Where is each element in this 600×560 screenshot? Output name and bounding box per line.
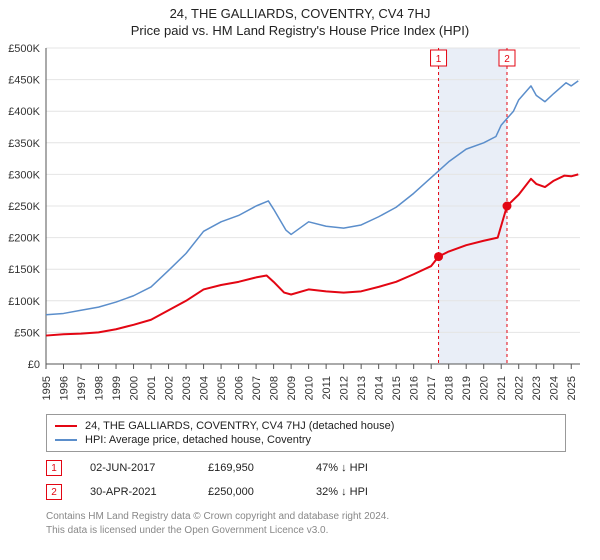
legend: 24, THE GALLIARDS, COVENTRY, CV4 7HJ (de… [46, 414, 566, 452]
sale-marker: 2 [46, 484, 62, 500]
x-tick-label: 1997 [76, 376, 88, 400]
x-tick-label: 1995 [41, 376, 53, 400]
x-tick-label: 2000 [128, 376, 140, 400]
sale-marker-number: 2 [504, 54, 510, 65]
x-tick-label: 2003 [181, 376, 193, 400]
x-tick-label: 2009 [286, 376, 298, 400]
sale-marker: 1 [46, 460, 62, 476]
legend-item: HPI: Average price, detached house, Cove… [55, 433, 557, 447]
x-tick-label: 2004 [198, 376, 210, 400]
sales-table: 1 02-JUN-2017 £169,950 47% ↓ HPI 2 30-APR-202… [46, 456, 566, 504]
x-tick-label: 2022 [514, 376, 526, 400]
y-tick-label: £450K [8, 75, 40, 87]
x-tick-label: 2008 [268, 376, 280, 400]
x-tick-label: 2011 [321, 376, 333, 400]
x-tick-label: 2016 [409, 376, 421, 400]
legend-label: 24, THE GALLIARDS, COVENTRY, CV4 7HJ (de… [85, 420, 394, 432]
x-tick-label: 2021 [496, 376, 508, 400]
x-tick-label: 2015 [391, 376, 403, 400]
y-tick-label: £200K [8, 233, 40, 245]
x-tick-label: 2005 [216, 376, 228, 400]
x-tick-label: 2017 [426, 376, 438, 400]
sale-date: 30-APR-2021 [90, 486, 180, 498]
attribution-line: Contains HM Land Registry data © Crown c… [46, 510, 566, 524]
y-tick-label: £50K [14, 327, 40, 339]
x-tick-label: 2012 [338, 376, 350, 400]
x-tick-label: 2010 [303, 376, 315, 400]
sale-point [502, 202, 511, 211]
legend-swatch [55, 439, 77, 441]
sale-marker-number: 1 [436, 54, 442, 65]
chart-canvas: £0 £50K £100K £150K £200K £250K £300K £350K £400… [0, 40, 600, 410]
y-tick-label: £150K [8, 264, 40, 276]
x-tick-label: 1999 [111, 376, 123, 400]
sale-hpi-diff: 32% ↓ HPI [316, 486, 406, 498]
legend-label: HPI: Average price, detached house, Cove… [85, 434, 311, 446]
y-tick-label: £350K [8, 138, 40, 150]
y-tick-label: £500K [8, 43, 40, 55]
chart-subtitle: Price paid vs. HM Land Registry's House … [0, 23, 600, 38]
sale-price: £169,950 [208, 462, 288, 474]
x-tick-label: 2025 [566, 376, 578, 400]
x-tick-label: 2020 [479, 376, 491, 400]
x-tick-label: 1998 [93, 376, 105, 400]
attribution: Contains HM Land Registry data © Crown c… [46, 510, 566, 537]
sale-hpi-diff: 47% ↓ HPI [316, 462, 406, 474]
y-tick-label: £100K [8, 296, 40, 308]
y-tick-label: £400K [8, 106, 40, 118]
sale-row: 2 30-APR-2021 £250,000 32% ↓ HPI [46, 480, 566, 504]
x-tick-label: 2007 [251, 376, 263, 400]
x-tick-label: 1996 [58, 376, 70, 400]
x-tick-label: 2013 [356, 376, 368, 400]
sale-point [434, 252, 443, 261]
y-tick-label: £300K [8, 169, 40, 181]
sale-row: 1 02-JUN-2017 £169,950 47% ↓ HPI [46, 456, 566, 480]
chart-title: 24, THE GALLIARDS, COVENTRY, CV4 7HJ [0, 6, 600, 21]
sale-date: 02-JUN-2017 [90, 462, 180, 474]
attribution-line: This data is licensed under the Open Gov… [46, 524, 566, 538]
legend-item: 24, THE GALLIARDS, COVENTRY, CV4 7HJ (de… [55, 419, 557, 433]
x-tick-label: 2002 [163, 376, 175, 400]
x-tick-label: 2014 [374, 376, 386, 400]
x-tick-label: 2023 [531, 376, 543, 400]
y-tick-label: £0 [28, 359, 40, 371]
x-tick-label: 2024 [549, 376, 561, 400]
x-tick-label: 2018 [444, 376, 456, 400]
x-tick-label: 2019 [461, 376, 473, 400]
y-tick-label: £250K [8, 201, 40, 213]
x-tick-label: 2006 [233, 376, 245, 400]
x-tick-label: 2001 [146, 376, 158, 400]
legend-swatch [55, 425, 77, 427]
sale-price: £250,000 [208, 486, 288, 498]
